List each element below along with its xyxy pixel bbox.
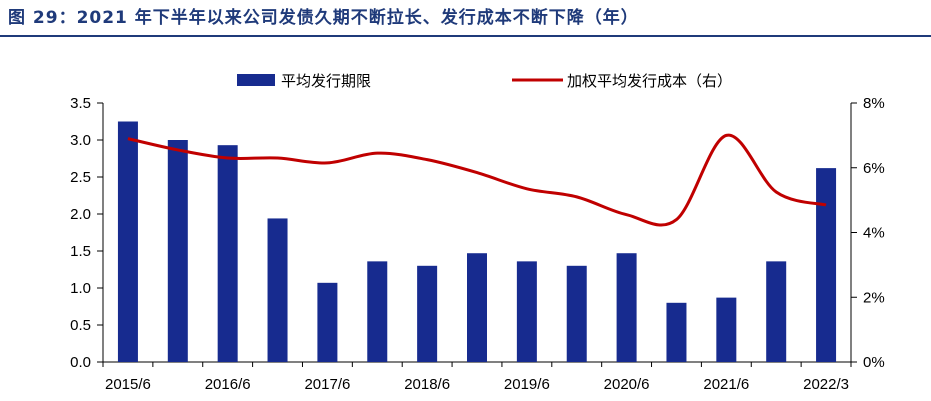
bar-avg-issue-term <box>117 121 138 362</box>
bar-avg-issue-term <box>616 253 637 362</box>
bar-avg-issue-term <box>267 218 288 362</box>
bar-avg-issue-term <box>167 140 188 362</box>
y-left-tick-label: 0.5 <box>70 317 91 334</box>
y-right-tick-label: 6% <box>863 160 885 177</box>
legend-bar-label: 平均发行期限 <box>281 72 371 90</box>
line-weighted-avg-cost <box>127 133 827 227</box>
bar-avg-issue-term <box>766 261 787 362</box>
bar-avg-issue-term <box>566 265 587 362</box>
x-tick-label: 2021/6 <box>703 376 749 393</box>
y-left-tick-label: 0.0 <box>70 354 91 371</box>
x-tick-label: 2022/3 <box>803 376 849 393</box>
bar-avg-issue-term <box>467 253 487 362</box>
bar-avg-issue-term <box>317 282 338 362</box>
x-tick-label: 2018/6 <box>404 376 450 393</box>
x-tick-label: 2015/6 <box>105 376 151 393</box>
bar-avg-issue-term <box>367 261 388 362</box>
bar-avg-issue-term <box>666 302 687 362</box>
bar-avg-issue-term <box>816 168 837 362</box>
y-left-tick-label: 2.5 <box>70 169 91 186</box>
legend-line-label: 加权平均发行成本（右） <box>567 72 732 90</box>
y-left-tick-label: 2.0 <box>70 206 91 223</box>
y-right-tick-label: 0% <box>863 354 885 371</box>
y-left-tick-label: 3.5 <box>70 95 91 112</box>
bar-avg-issue-term <box>716 297 737 362</box>
bar-avg-issue-term <box>217 145 238 362</box>
x-tick-label: 2016/6 <box>205 376 251 393</box>
bar-avg-issue-term <box>516 261 537 362</box>
y-right-tick-label: 4% <box>863 225 885 242</box>
y-right-tick-label: 8% <box>863 95 885 112</box>
y-left-tick-label: 1.5 <box>70 243 91 260</box>
y-left-tick-label: 3.0 <box>70 132 91 149</box>
y-right-tick-label: 2% <box>863 289 885 306</box>
y-left-tick-label: 1.0 <box>70 280 91 297</box>
x-tick-label: 2019/6 <box>504 376 550 393</box>
legend-bar-swatch <box>237 74 275 86</box>
x-tick-label: 2020/6 <box>604 376 650 393</box>
title-divider <box>0 35 931 37</box>
legend: 平均发行期限 加权平均发行成本（右） <box>237 72 732 90</box>
x-tick-label: 2017/6 <box>304 376 350 393</box>
bar-avg-issue-term <box>417 265 438 362</box>
figure-title: 图 29：2021 年下半年以来公司发债久期不断拉长、发行成本不断下降（年） <box>8 8 639 28</box>
